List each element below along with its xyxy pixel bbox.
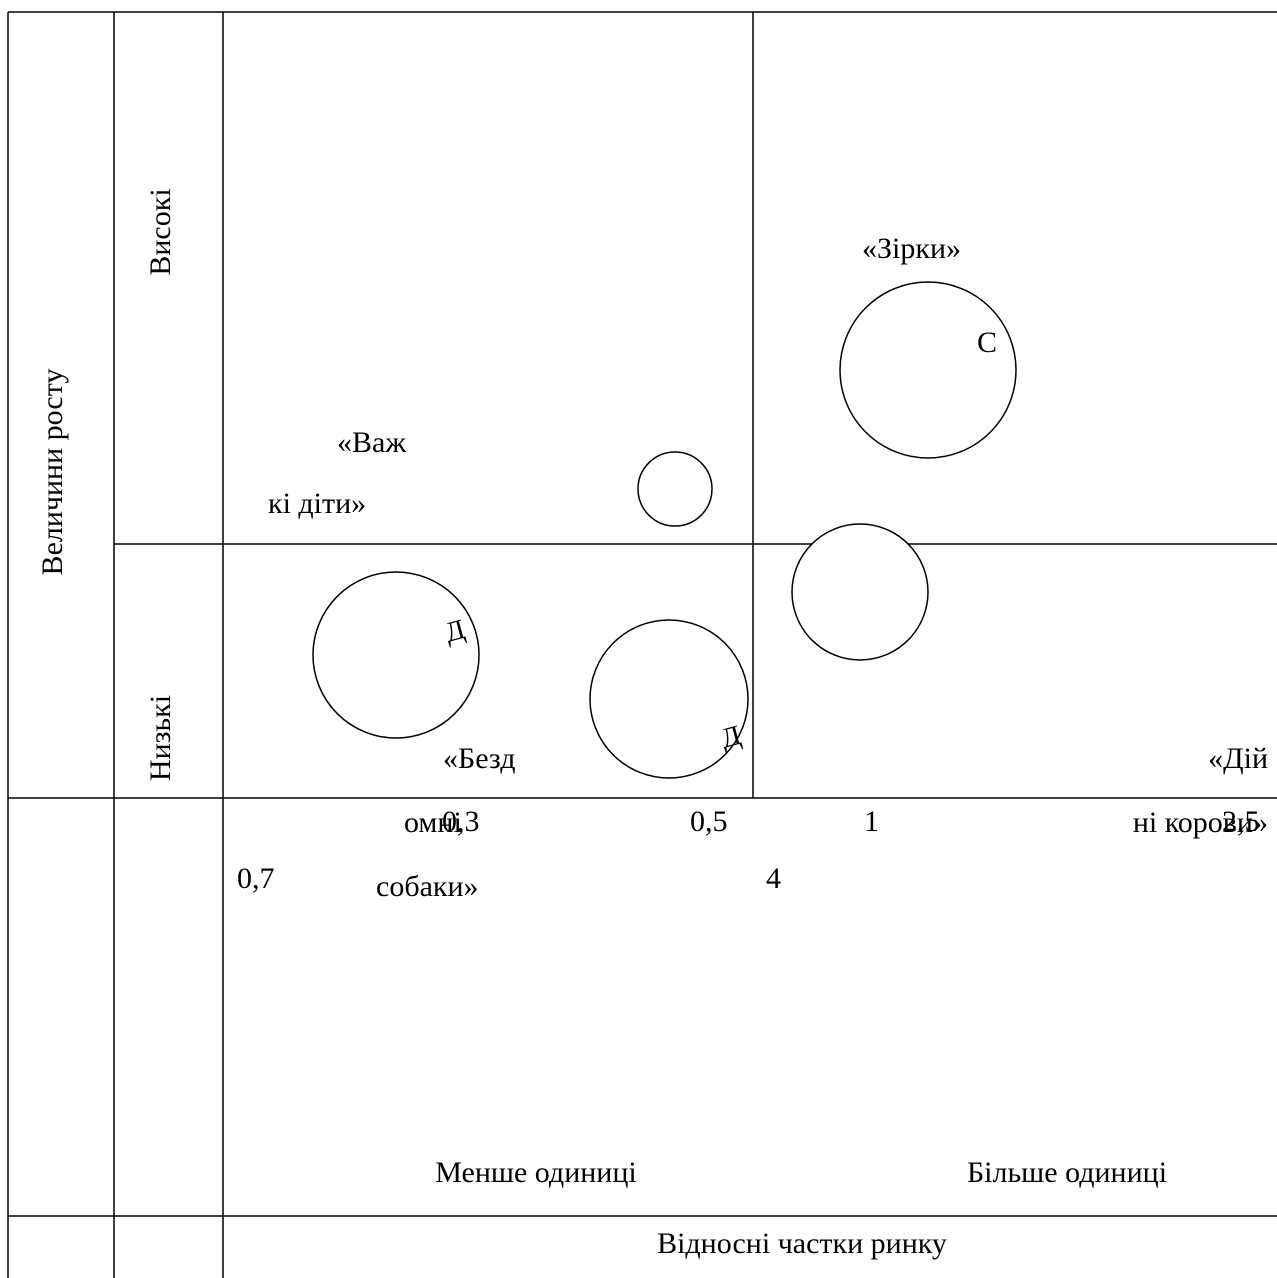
tick-1: 1: [864, 805, 879, 838]
cash-cows-label-line1: «Дій: [1208, 742, 1268, 775]
tick-0-5: 0,5: [690, 805, 728, 838]
cash-cow-bubble: [791, 523, 929, 661]
x-high-label: Більше одиниці: [967, 1156, 1167, 1189]
stars-bubble: [839, 281, 1017, 459]
problem-child-bubble: [637, 451, 713, 527]
cash-cows-label-line2: ні корови»: [1133, 806, 1268, 839]
problem-children-label-line2: кі діти»: [268, 487, 366, 520]
tick-4: 4: [766, 862, 781, 895]
x-axis-title: Відносні частки ринку: [657, 1227, 947, 1260]
problem-children-label-line1: «Важ: [337, 426, 406, 459]
tick-2-5: 2,5: [1222, 805, 1260, 838]
stars-label: «Зірки»: [862, 232, 961, 265]
y-high-label: Високі: [144, 188, 177, 275]
tick-0-7: 0,7: [237, 862, 275, 895]
tick-0-3: 0,3: [442, 805, 480, 838]
y-axis-title: Величини росту: [36, 369, 69, 576]
y-low-label: Низькі: [144, 695, 177, 781]
dog-bubble-right: [589, 619, 749, 779]
dog-bubble-left: [312, 571, 480, 739]
dogs-label-line2: омні: [404, 806, 462, 839]
dogs-label-line3: собаки»: [376, 870, 479, 903]
stars-bubble-mark: С: [977, 326, 997, 359]
x-low-label: Менше одиниці: [435, 1156, 637, 1189]
dogs-label-line1: «Безд: [443, 742, 515, 775]
